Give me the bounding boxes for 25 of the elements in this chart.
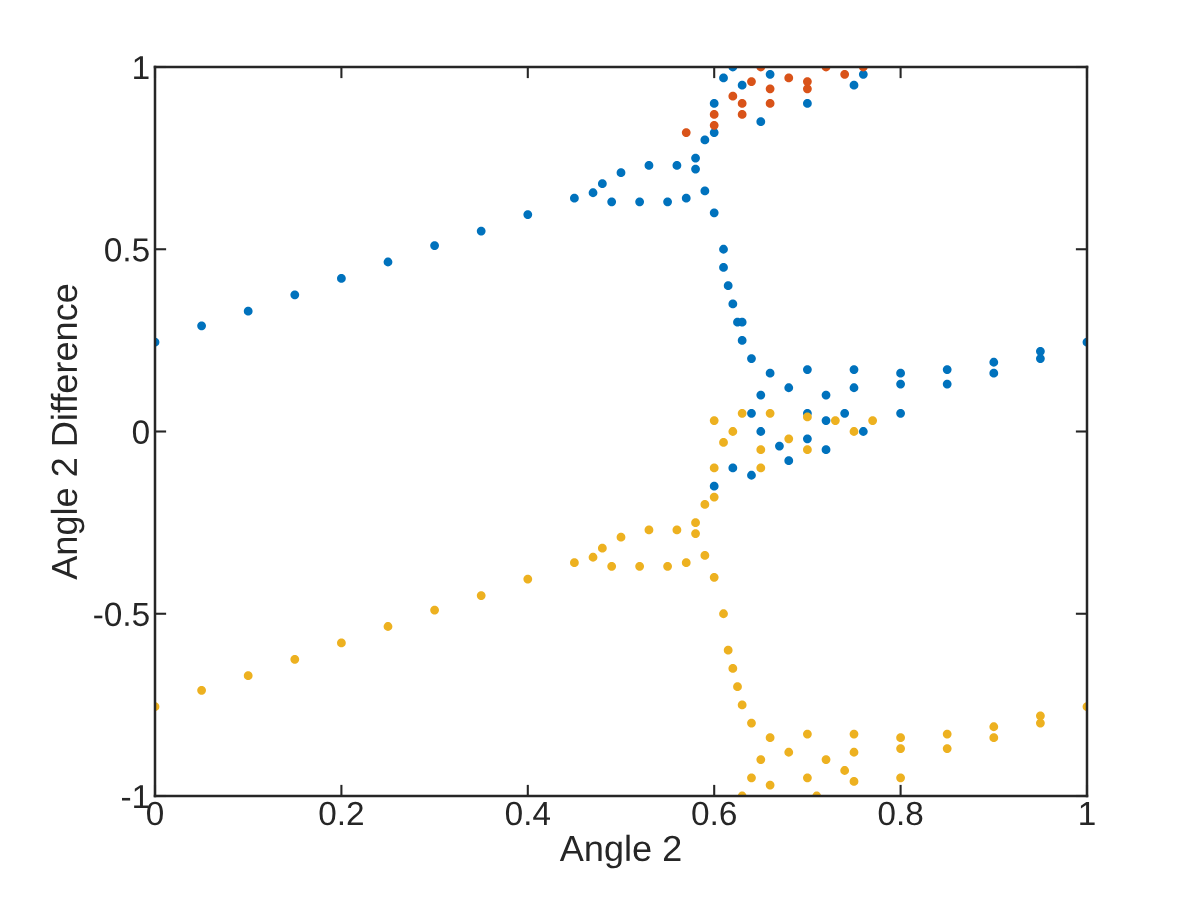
point (709, 120, 719, 130)
x-tick-label: 0.4 (505, 801, 550, 826)
point (737, 109, 747, 119)
y-tick-label: 0 (132, 420, 149, 444)
point (709, 109, 719, 119)
y-tick-label: 0.5 (105, 238, 149, 262)
point (840, 69, 850, 79)
point (784, 73, 794, 83)
point (681, 128, 691, 137)
x-tick-label: 0.8 (878, 801, 923, 826)
point (765, 99, 775, 108)
point (803, 84, 812, 94)
y-tick-label: 1 (134, 56, 149, 80)
x-tick-label: 0.6 (692, 801, 736, 826)
y-axis-title: Angle 2 Difference (50, 284, 85, 580)
point (747, 77, 756, 86)
point (728, 91, 738, 101)
point (765, 84, 775, 94)
x-tick-label: 1 (1080, 802, 1095, 826)
x-axis-title: Angle 2 (559, 834, 681, 869)
point (803, 77, 812, 86)
y-tick-label: -1 (121, 785, 149, 809)
y-tick-label: -0.5 (94, 602, 149, 627)
x-tick-label: 0.2 (319, 801, 363, 826)
point (737, 99, 747, 108)
